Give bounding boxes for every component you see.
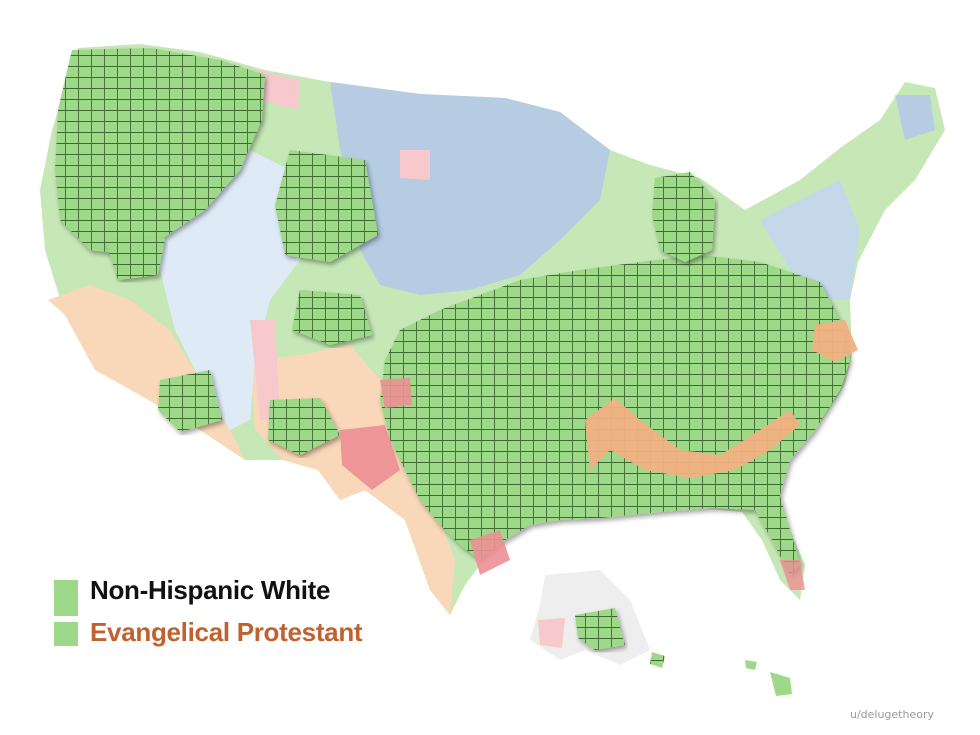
- credit-text: u/delugetheory: [849, 708, 934, 721]
- hawaii: [770, 672, 792, 696]
- legend-swatch-evangelical: [54, 622, 78, 646]
- region-upper-midwest: [330, 82, 610, 295]
- region-black-belt: [585, 398, 800, 478]
- legend-label-evangelical: Evangelical Protestant: [90, 617, 363, 647]
- legend-label-white: Non-Hispanic White: [90, 575, 331, 605]
- region-michigan: [652, 172, 715, 262]
- region-northeast: [760, 180, 860, 300]
- legend-swatch-white: [54, 580, 78, 616]
- region-pacific-northwest: [55, 48, 265, 255]
